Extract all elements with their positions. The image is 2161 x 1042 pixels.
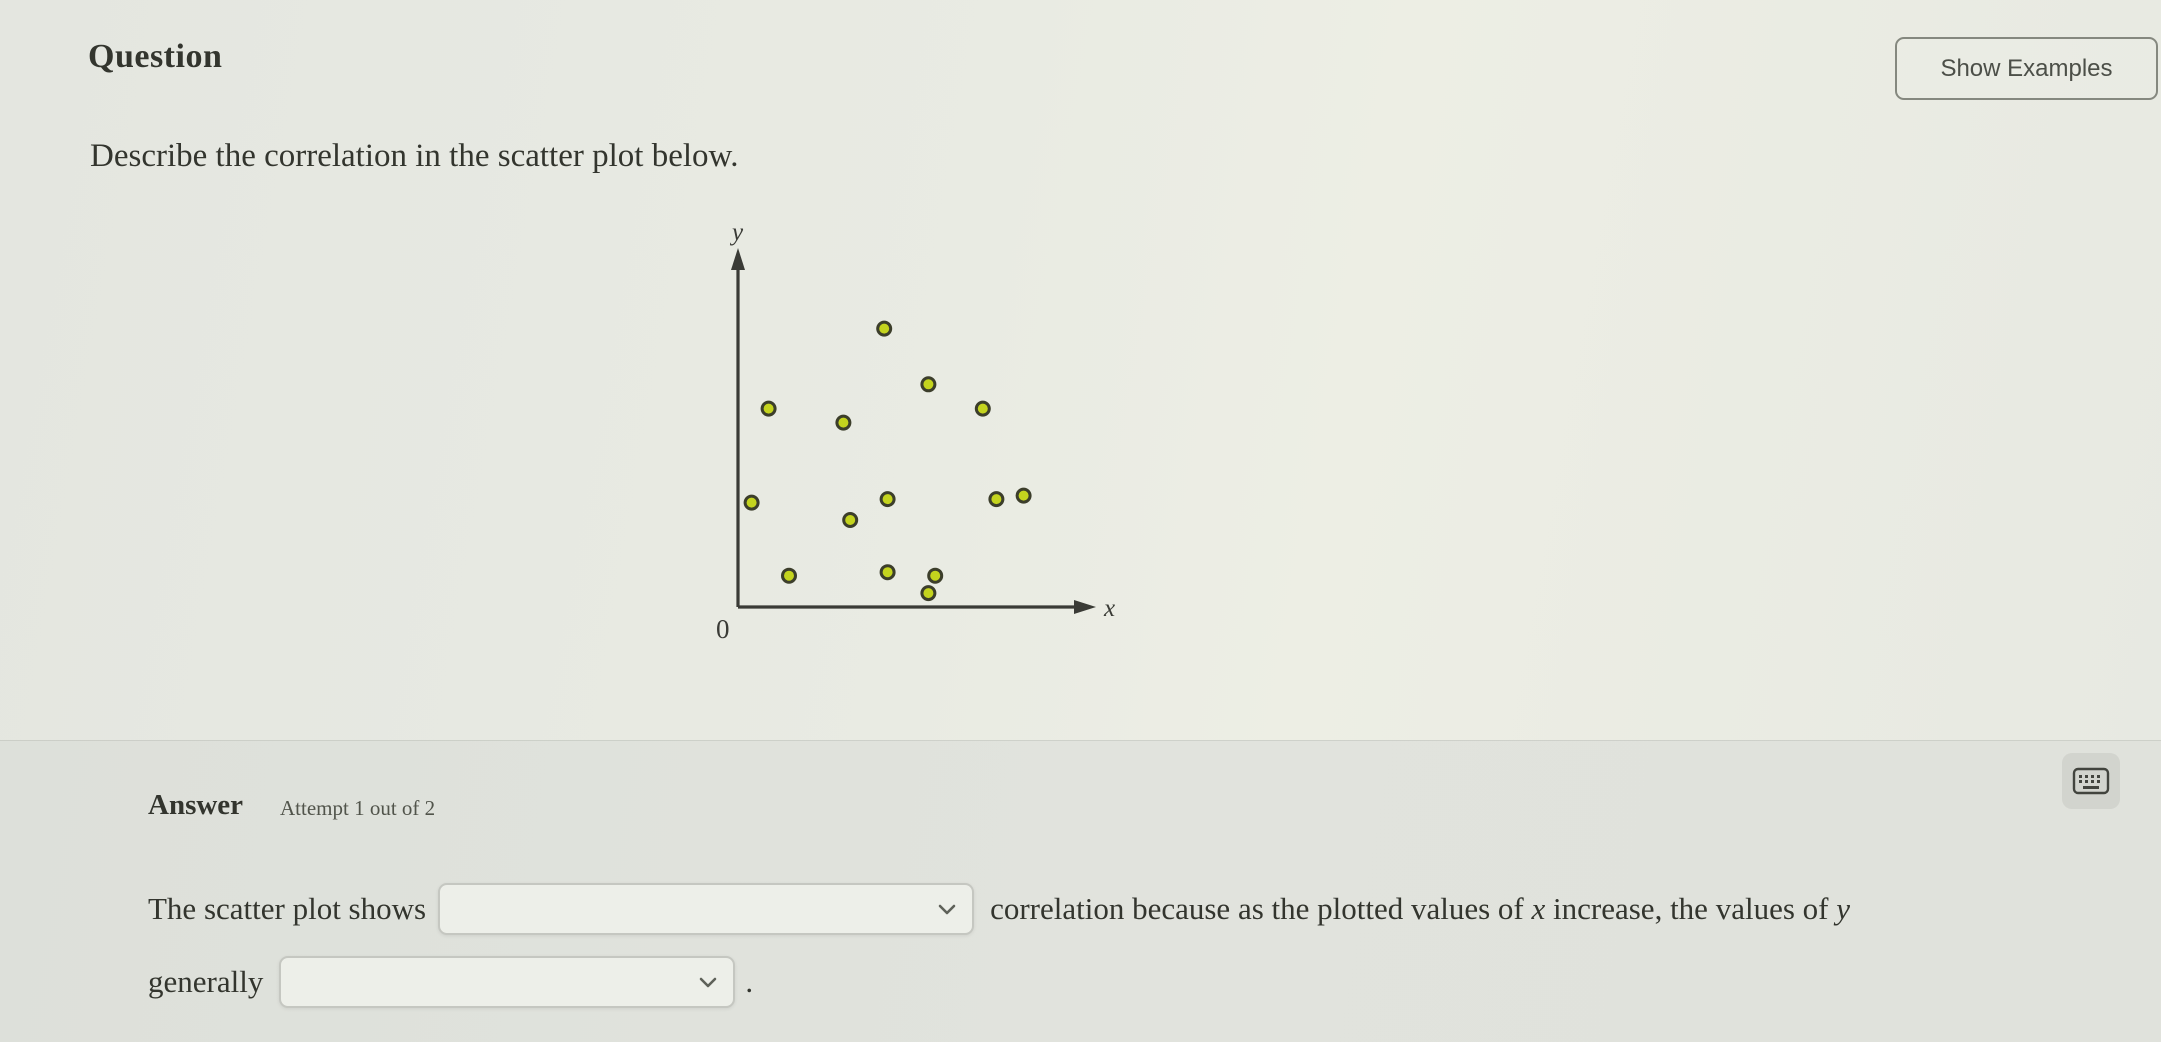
data-point [743, 494, 760, 511]
x-axis-arrow [1074, 600, 1096, 614]
answer-sentence-line-2: generally . [148, 956, 753, 1008]
chevron-down-icon [938, 904, 956, 914]
question-panel: Question Show Examples Describe the corr… [0, 0, 2161, 740]
scatter-points [743, 320, 1032, 602]
sentence-part-2: correlation because as the plotted value… [990, 891, 1850, 926]
data-point [760, 400, 777, 417]
data-point [781, 567, 797, 584]
answer-panel: Answer Attempt 1 out of 2 The scatter pl… [0, 740, 2161, 1042]
keyboard-toggle-button[interactable] [2062, 753, 2120, 809]
data-point [927, 567, 944, 584]
data-point [876, 320, 893, 337]
answer-heading: Answer [148, 789, 244, 821]
data-point [920, 585, 937, 602]
attempt-counter: Attempt 1 out of 2 [280, 796, 436, 820]
data-point [835, 414, 852, 431]
data-point [842, 512, 859, 528]
keyboard-icon [2072, 767, 2110, 795]
data-point [988, 491, 1005, 508]
answer-sentence-line-1: The scatter plot shows correlation becau… [148, 883, 1850, 935]
y-axis-arrow [731, 248, 745, 270]
data-point [1015, 487, 1032, 504]
x-variable: x [1531, 891, 1546, 926]
origin-label: 0 [716, 614, 730, 644]
show-examples-button[interactable]: Show Examples [1895, 37, 2158, 100]
sentence-period: . [745, 964, 754, 999]
sentence-part-3: generally [148, 964, 264, 999]
sentence-part-1: The scatter plot shows [148, 891, 427, 926]
data-point [974, 400, 991, 417]
trend-direction-dropdown[interactable] [279, 956, 736, 1008]
data-point [879, 491, 896, 508]
x-axis-label: x [1103, 595, 1115, 622]
y-axis-label: y [729, 222, 744, 246]
question-prompt: Describe the correlation in the scatter … [90, 138, 739, 174]
scatter-plot-svg: y x 0 [716, 219, 1115, 644]
question-heading: Question [88, 38, 223, 75]
scatter-plot: y x 0 [688, 219, 1128, 652]
chevron-down-icon [700, 977, 717, 987]
data-point [879, 564, 896, 581]
correlation-type-dropdown[interactable] [438, 883, 975, 935]
data-point [920, 376, 937, 393]
y-variable: y [1836, 891, 1850, 926]
